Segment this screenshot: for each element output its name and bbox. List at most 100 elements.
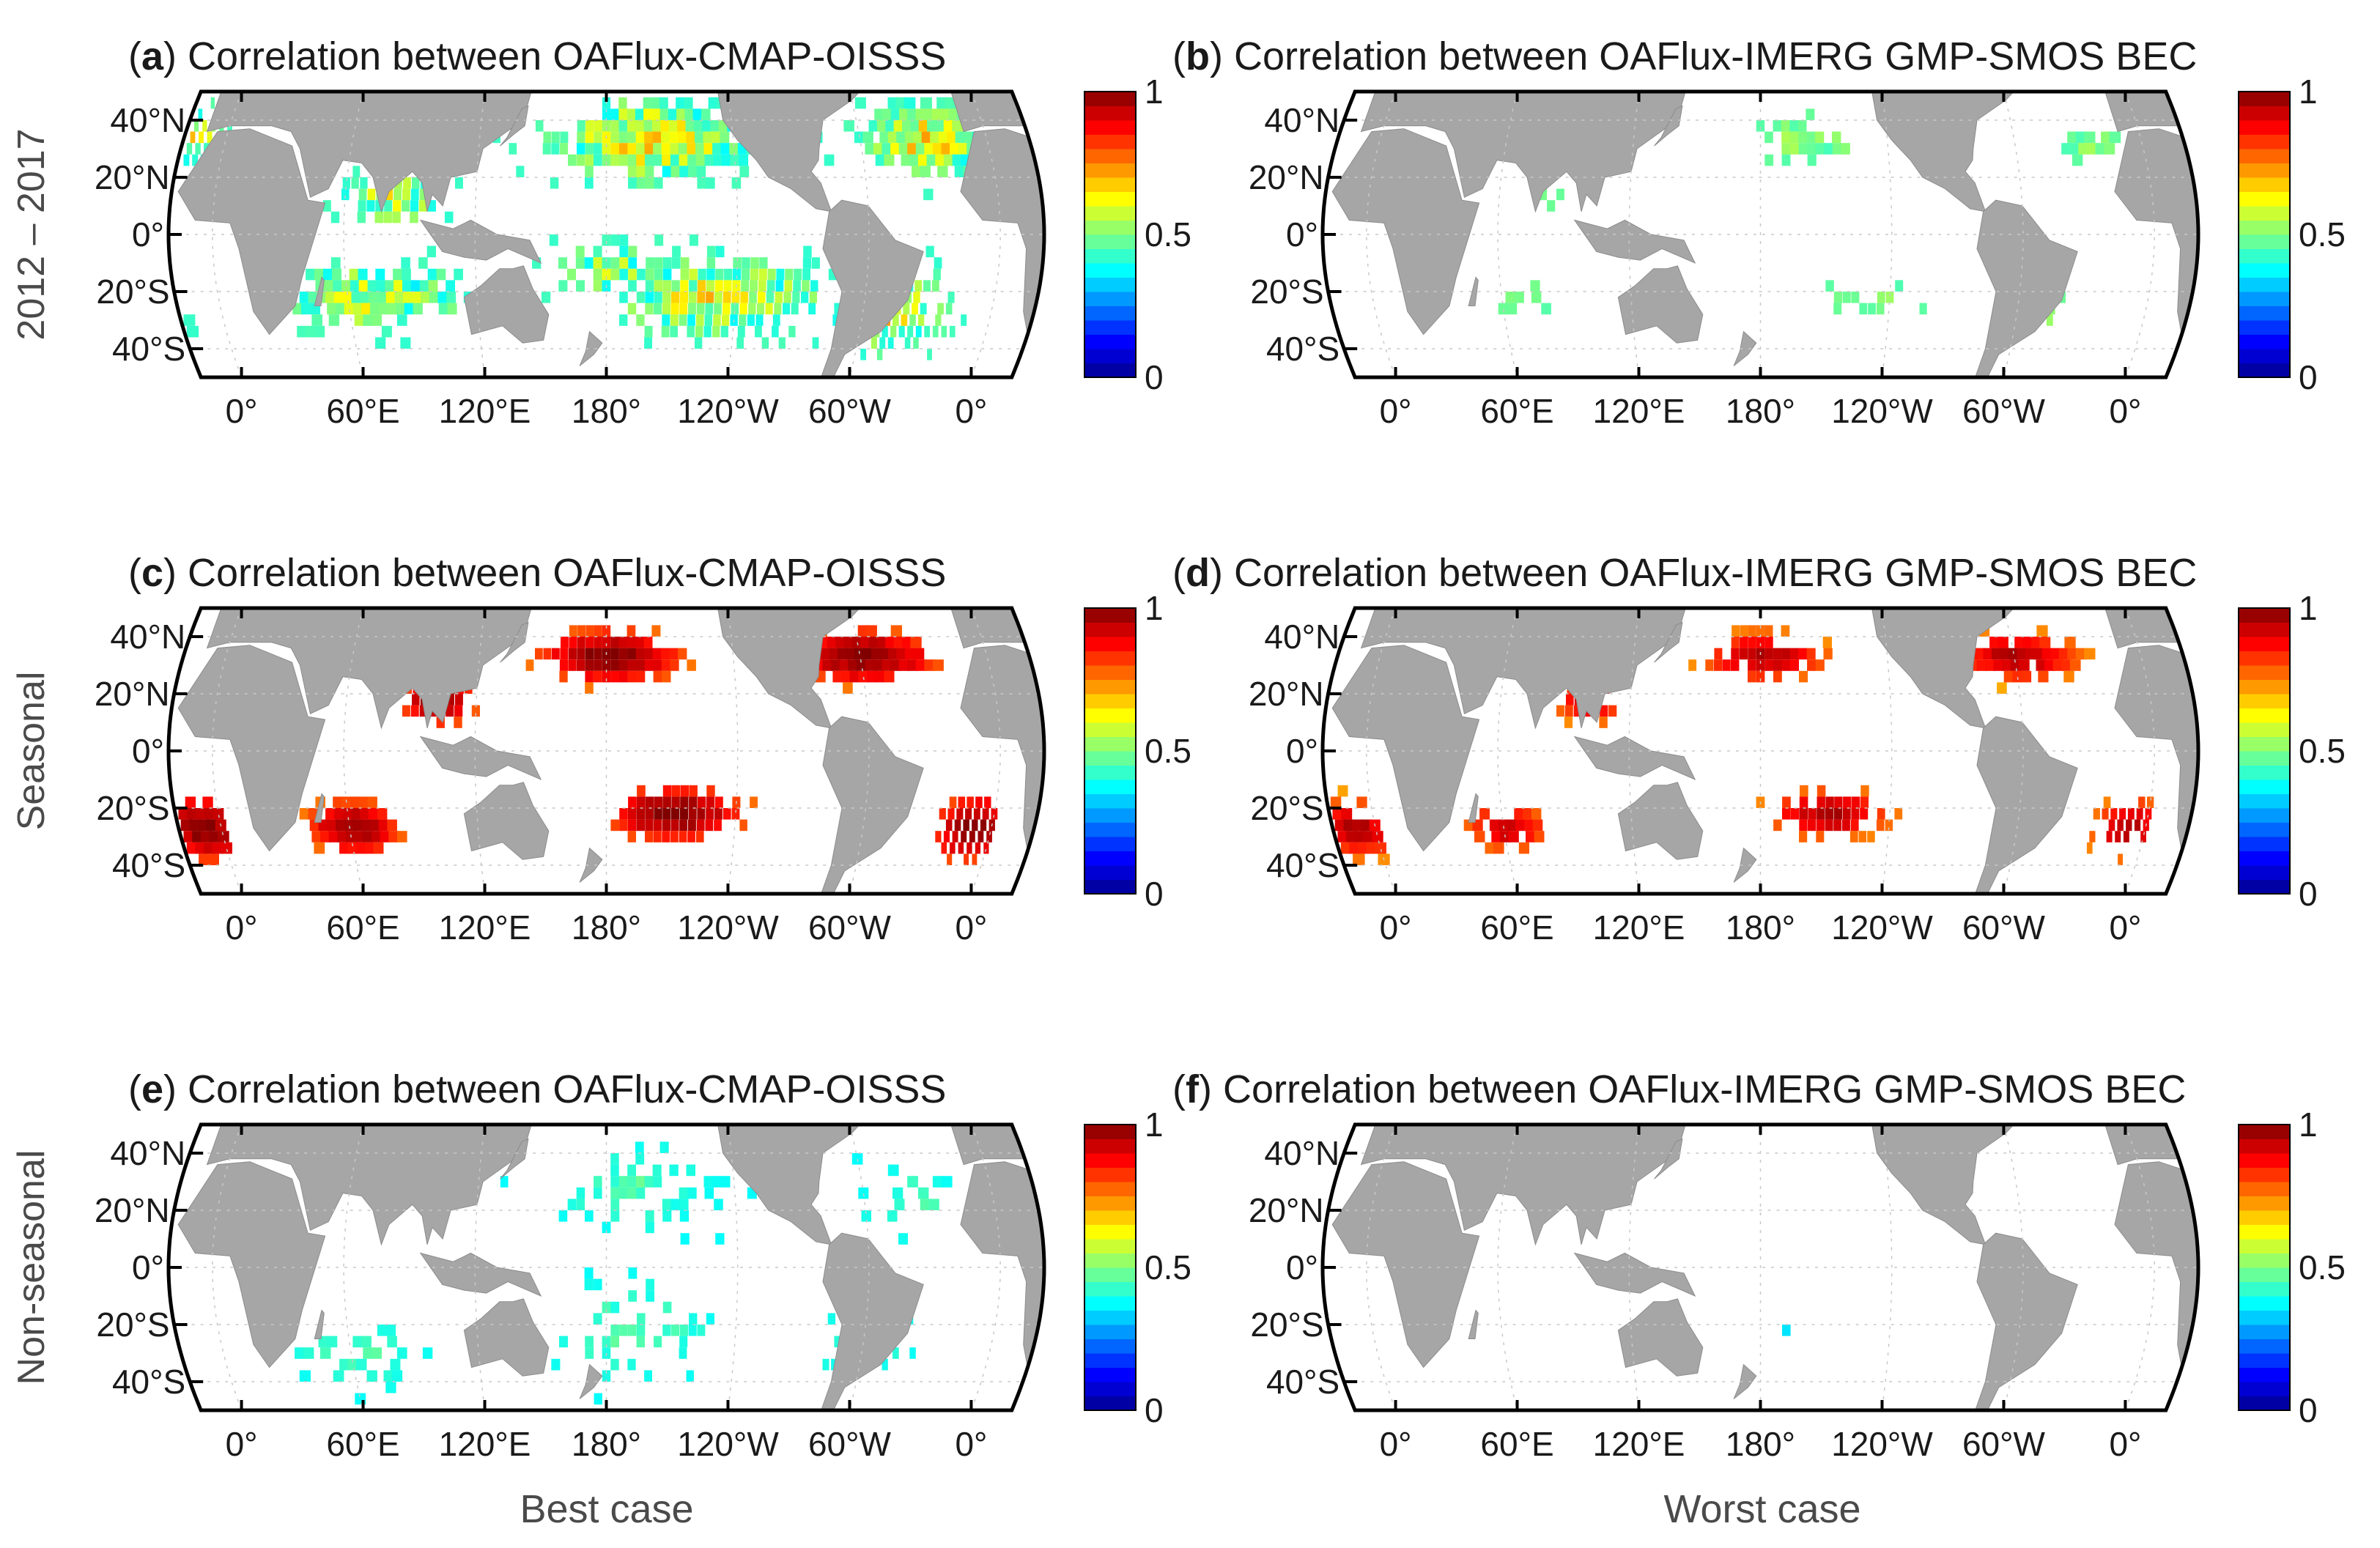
correlation-cell	[788, 325, 796, 338]
colorbar-tick: 0.5	[1145, 215, 1191, 253]
correlation-cell	[783, 303, 791, 315]
correlation-cell	[925, 245, 934, 258]
lon-tick-label: 180°	[572, 1425, 641, 1463]
correlation-cell	[865, 625, 877, 637]
correlation-cell	[1799, 831, 1808, 842]
correlation-cell	[1332, 808, 1344, 820]
correlation-cell	[1822, 637, 1832, 648]
correlation-cell	[585, 1210, 594, 1222]
correlation-cell	[2104, 143, 2115, 155]
correlation-cell	[659, 97, 668, 109]
correlation-cell	[627, 143, 637, 155]
correlation-cell	[2014, 637, 2025, 648]
indonesia-landmass	[1573, 219, 1696, 264]
colorbar-swatch	[1084, 694, 1136, 708]
correlation-cell	[2022, 637, 2034, 648]
correlation-cell	[721, 154, 731, 166]
correlation-cell	[958, 143, 969, 155]
correlation-cell	[731, 303, 739, 315]
correlation-cell	[812, 337, 819, 349]
correlation-cell	[909, 1347, 916, 1359]
correlation-cell	[1781, 131, 1790, 144]
land	[177, 608, 1044, 894]
madagascar-landmass	[314, 793, 325, 823]
correlation-cell	[862, 131, 873, 144]
correlation-cell	[446, 292, 457, 303]
correlation-cell	[1782, 808, 1791, 820]
correlation-cell	[444, 211, 454, 223]
correlation-cell	[696, 819, 705, 832]
correlation-cell	[885, 637, 897, 648]
lon-tick-label: 120°W	[677, 392, 779, 430]
correlation-cell	[1868, 303, 1876, 315]
correlation-cell	[758, 268, 767, 281]
panel-c: (c) Correlation between OAFlux-CMAP-OISS…	[95, 551, 1191, 947]
correlation-cell	[662, 670, 671, 683]
colorbar-swatch	[2239, 234, 2290, 249]
correlation-cell	[347, 842, 358, 854]
correlation-cell	[1842, 292, 1851, 303]
correlation-cell	[662, 303, 670, 315]
correlation-cell	[636, 1187, 646, 1199]
colorbar-border	[2238, 1124, 2291, 1411]
correlation-cell	[932, 1176, 944, 1188]
australia-landmass	[1617, 265, 1704, 344]
correlation-cell	[585, 131, 594, 144]
correlation-cell	[2044, 659, 2055, 671]
correlation-cell	[404, 303, 415, 315]
correlation-cell	[2050, 648, 2062, 660]
panel-letter: b	[1186, 34, 1210, 78]
correlation-cell	[372, 1347, 382, 1359]
correlation-cell	[350, 796, 361, 808]
correlation-cell	[455, 694, 463, 706]
correlation-cell	[410, 705, 419, 717]
correlation-cell	[383, 211, 392, 223]
colorbar-swatch	[2239, 1296, 2290, 1311]
colorbar-swatch	[2239, 722, 2290, 737]
correlation-cell	[610, 120, 619, 132]
north-america-landmass	[1871, 92, 2015, 212]
correlation-cell	[670, 314, 679, 326]
correlation-cell	[834, 1336, 841, 1348]
correlation-cell	[1782, 796, 1791, 808]
lon-tick-label: 60°E	[326, 1425, 399, 1463]
correlation-cell	[915, 143, 927, 155]
correlation-cell	[1789, 648, 1799, 660]
correlation-cell	[712, 143, 722, 155]
colorbar-swatch	[2239, 1396, 2290, 1411]
correlation-cell	[337, 831, 348, 842]
lat-tick-label: 20°S	[1250, 1306, 1323, 1344]
correlation-cell	[542, 143, 551, 155]
correlation-cell	[832, 314, 840, 326]
correlation-cell	[619, 257, 629, 269]
graticule	[1323, 1125, 2198, 1410]
correlation-cell	[628, 245, 638, 258]
correlation-cell	[1748, 625, 1756, 637]
correlation-cell	[393, 188, 402, 201]
correlation-cell	[679, 1336, 688, 1348]
correlation-cell	[1474, 831, 1485, 842]
lon-tick-label: 120°E	[439, 1425, 531, 1463]
correlation-cell	[947, 808, 955, 820]
colorbar-swatch	[2239, 637, 2290, 651]
correlation-cell	[1860, 785, 1869, 797]
greenland-landmass	[845, 608, 922, 609]
correlation-cell	[358, 188, 367, 201]
correlation-cell	[964, 853, 969, 865]
panel-title: (c) Correlation between OAFlux-CMAP-OISS…	[128, 551, 946, 595]
correlation-cell	[720, 131, 730, 144]
graticule-lon	[1881, 92, 1893, 377]
africa-landmass	[2114, 645, 2198, 852]
correlation-cell	[662, 292, 671, 303]
correlation-cell	[712, 325, 720, 338]
correlation-cell	[393, 268, 402, 281]
correlation-cell	[375, 337, 386, 349]
indonesia-landmass	[1573, 736, 1696, 780]
correlation-cell	[776, 268, 785, 281]
lat-tick-label: 0°	[1286, 215, 1318, 253]
correlation-cell	[932, 325, 939, 338]
colorbar-swatch	[1084, 1281, 1136, 1297]
correlation-cell	[907, 143, 918, 155]
panel-title: (d) Correlation between OAFlux-IMERG GMP…	[1172, 551, 2197, 595]
correlation-cell	[924, 143, 936, 155]
